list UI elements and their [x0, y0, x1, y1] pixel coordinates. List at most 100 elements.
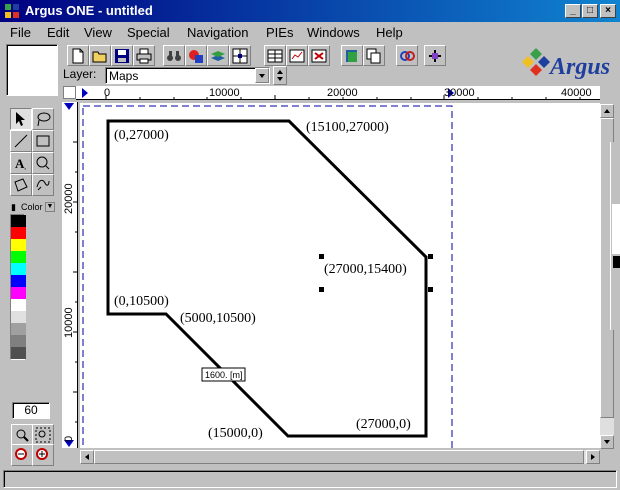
color-swatch[interactable] [11, 227, 26, 239]
menu-navigation[interactable]: Navigation [187, 25, 249, 40]
select-arrow-tool[interactable] [10, 108, 32, 130]
selection-handle[interactable] [319, 287, 324, 292]
menu-edit[interactable]: Edit [47, 25, 70, 40]
copy-icon [366, 48, 381, 64]
ruler-x-label-0: 0 [104, 87, 110, 99]
link-button[interactable] [396, 45, 418, 66]
color-swatch[interactable] [11, 275, 26, 287]
zoom-input[interactable]: 60 [12, 402, 50, 419]
layers-button[interactable] [207, 45, 229, 66]
side-panel[interactable] [610, 142, 620, 330]
text-tool[interactable]: A, [10, 152, 32, 174]
horizontal-ruler: 0 10000 20000 30000 40000 [76, 86, 600, 100]
save-icon [115, 49, 129, 63]
menu-bar: File Edit View Special Navigation PIEs W… [0, 22, 620, 42]
table-icon [267, 49, 283, 63]
argus-diamond-icon [522, 48, 550, 76]
book-button[interactable] [341, 45, 363, 66]
up-down-arrows-icon [277, 70, 283, 81]
layer-select-value: Maps [109, 69, 139, 83]
horizontal-scrollbar[interactable] [80, 450, 600, 464]
argus-logo: Argus [522, 46, 616, 80]
close-button[interactable]: × [600, 4, 616, 18]
drawing-canvas[interactable]: (0,27000) (15100,27000) (27000,15400) (0… [80, 103, 600, 448]
line-tool[interactable] [10, 130, 32, 152]
selection-handle[interactable] [319, 254, 324, 259]
scroll-down-button[interactable] [600, 435, 614, 449]
zoom-fit-tool[interactable] [32, 424, 54, 446]
zoom-in-icon [36, 448, 48, 460]
vertex-label: (27000,15400) [324, 262, 407, 277]
color-swatch[interactable] [11, 251, 26, 263]
copy-button[interactable] [363, 45, 385, 66]
color-swatch[interactable] [11, 263, 26, 275]
color-palette-header[interactable]: ▮ Color ▼ [7, 202, 57, 214]
rectangle-tool[interactable] [32, 130, 54, 152]
color-swatch[interactable] [11, 215, 26, 227]
table-button[interactable] [264, 45, 286, 66]
print-button[interactable] [133, 45, 155, 66]
new-file-button[interactable] [67, 45, 89, 66]
lasso-icon [37, 112, 51, 127]
zoom-rect-tool[interactable] [11, 424, 33, 446]
ruler-x-label-1: 10000 [209, 87, 240, 99]
measure-label: 1600. [m] [205, 370, 243, 380]
binoculars-icon [167, 51, 181, 61]
ruler-y-label-0: 20000 [63, 183, 75, 214]
polygon-tool[interactable] [10, 174, 32, 196]
selection-handle[interactable] [428, 287, 433, 292]
menu-view[interactable]: View [84, 25, 112, 40]
scroll-right-button[interactable] [586, 450, 600, 464]
chart-button[interactable] [286, 45, 308, 66]
chevron-down-icon[interactable]: ▼ [45, 202, 55, 212]
preview-box [6, 44, 58, 96]
lasso-tool[interactable] [32, 108, 54, 130]
vertex-label: (15100,27000) [306, 120, 389, 135]
grid-button[interactable] [229, 45, 251, 66]
ellipse-tool[interactable] [32, 152, 54, 174]
zoom-out-tool[interactable] [11, 444, 33, 466]
chevron-down-icon [259, 74, 265, 78]
color-swatch[interactable] [11, 311, 26, 323]
color-swatch[interactable] [11, 239, 26, 251]
domain-polygon[interactable] [106, 119, 428, 438]
scroll-left-button[interactable] [80, 450, 94, 464]
tool-icon [429, 50, 441, 62]
save-file-button[interactable] [111, 45, 133, 66]
menu-pies[interactable]: PIEs [266, 25, 294, 40]
layer-spinner[interactable] [273, 66, 287, 85]
tool-button[interactable] [424, 45, 446, 66]
side-panel-list [612, 204, 620, 254]
menu-file[interactable]: File [10, 25, 31, 40]
menu-special[interactable]: Special [127, 25, 170, 40]
book-icon [346, 50, 357, 62]
menu-windows[interactable]: Windows [307, 25, 360, 40]
objects-button[interactable] [185, 45, 207, 66]
freehand-tool[interactable] [32, 174, 54, 196]
scroll-up-button[interactable] [600, 104, 614, 118]
horizontal-scroll-thumb[interactable] [94, 450, 584, 464]
layer-select[interactable]: Maps [105, 67, 270, 84]
selection-handle[interactable] [428, 254, 433, 259]
find-button[interactable] [163, 45, 185, 66]
window-title: Argus ONE - untitled [25, 3, 153, 18]
maximize-button[interactable]: □ [582, 4, 598, 18]
color-swatch[interactable] [11, 323, 26, 335]
menu-help[interactable]: Help [376, 25, 403, 40]
color-swatch[interactable] [11, 347, 26, 359]
delete-icon [311, 49, 327, 63]
color-swatch[interactable] [11, 335, 26, 347]
layer-label: Layer: [63, 67, 97, 81]
zoom-in-tool[interactable] [32, 444, 54, 466]
delete-button[interactable] [308, 45, 330, 66]
layer-dropdown-button[interactable] [255, 68, 269, 83]
side-panel-check [613, 256, 620, 268]
minimize-button[interactable]: _ [565, 4, 581, 18]
text-icon: A, [15, 156, 26, 171]
rectangle-icon [36, 135, 50, 147]
color-swatch[interactable] [11, 299, 26, 311]
ruler-corner-checkbox[interactable] [63, 86, 76, 99]
open-file-button[interactable] [89, 45, 111, 66]
svg-text:,: , [24, 162, 26, 171]
color-swatch[interactable] [11, 287, 26, 299]
